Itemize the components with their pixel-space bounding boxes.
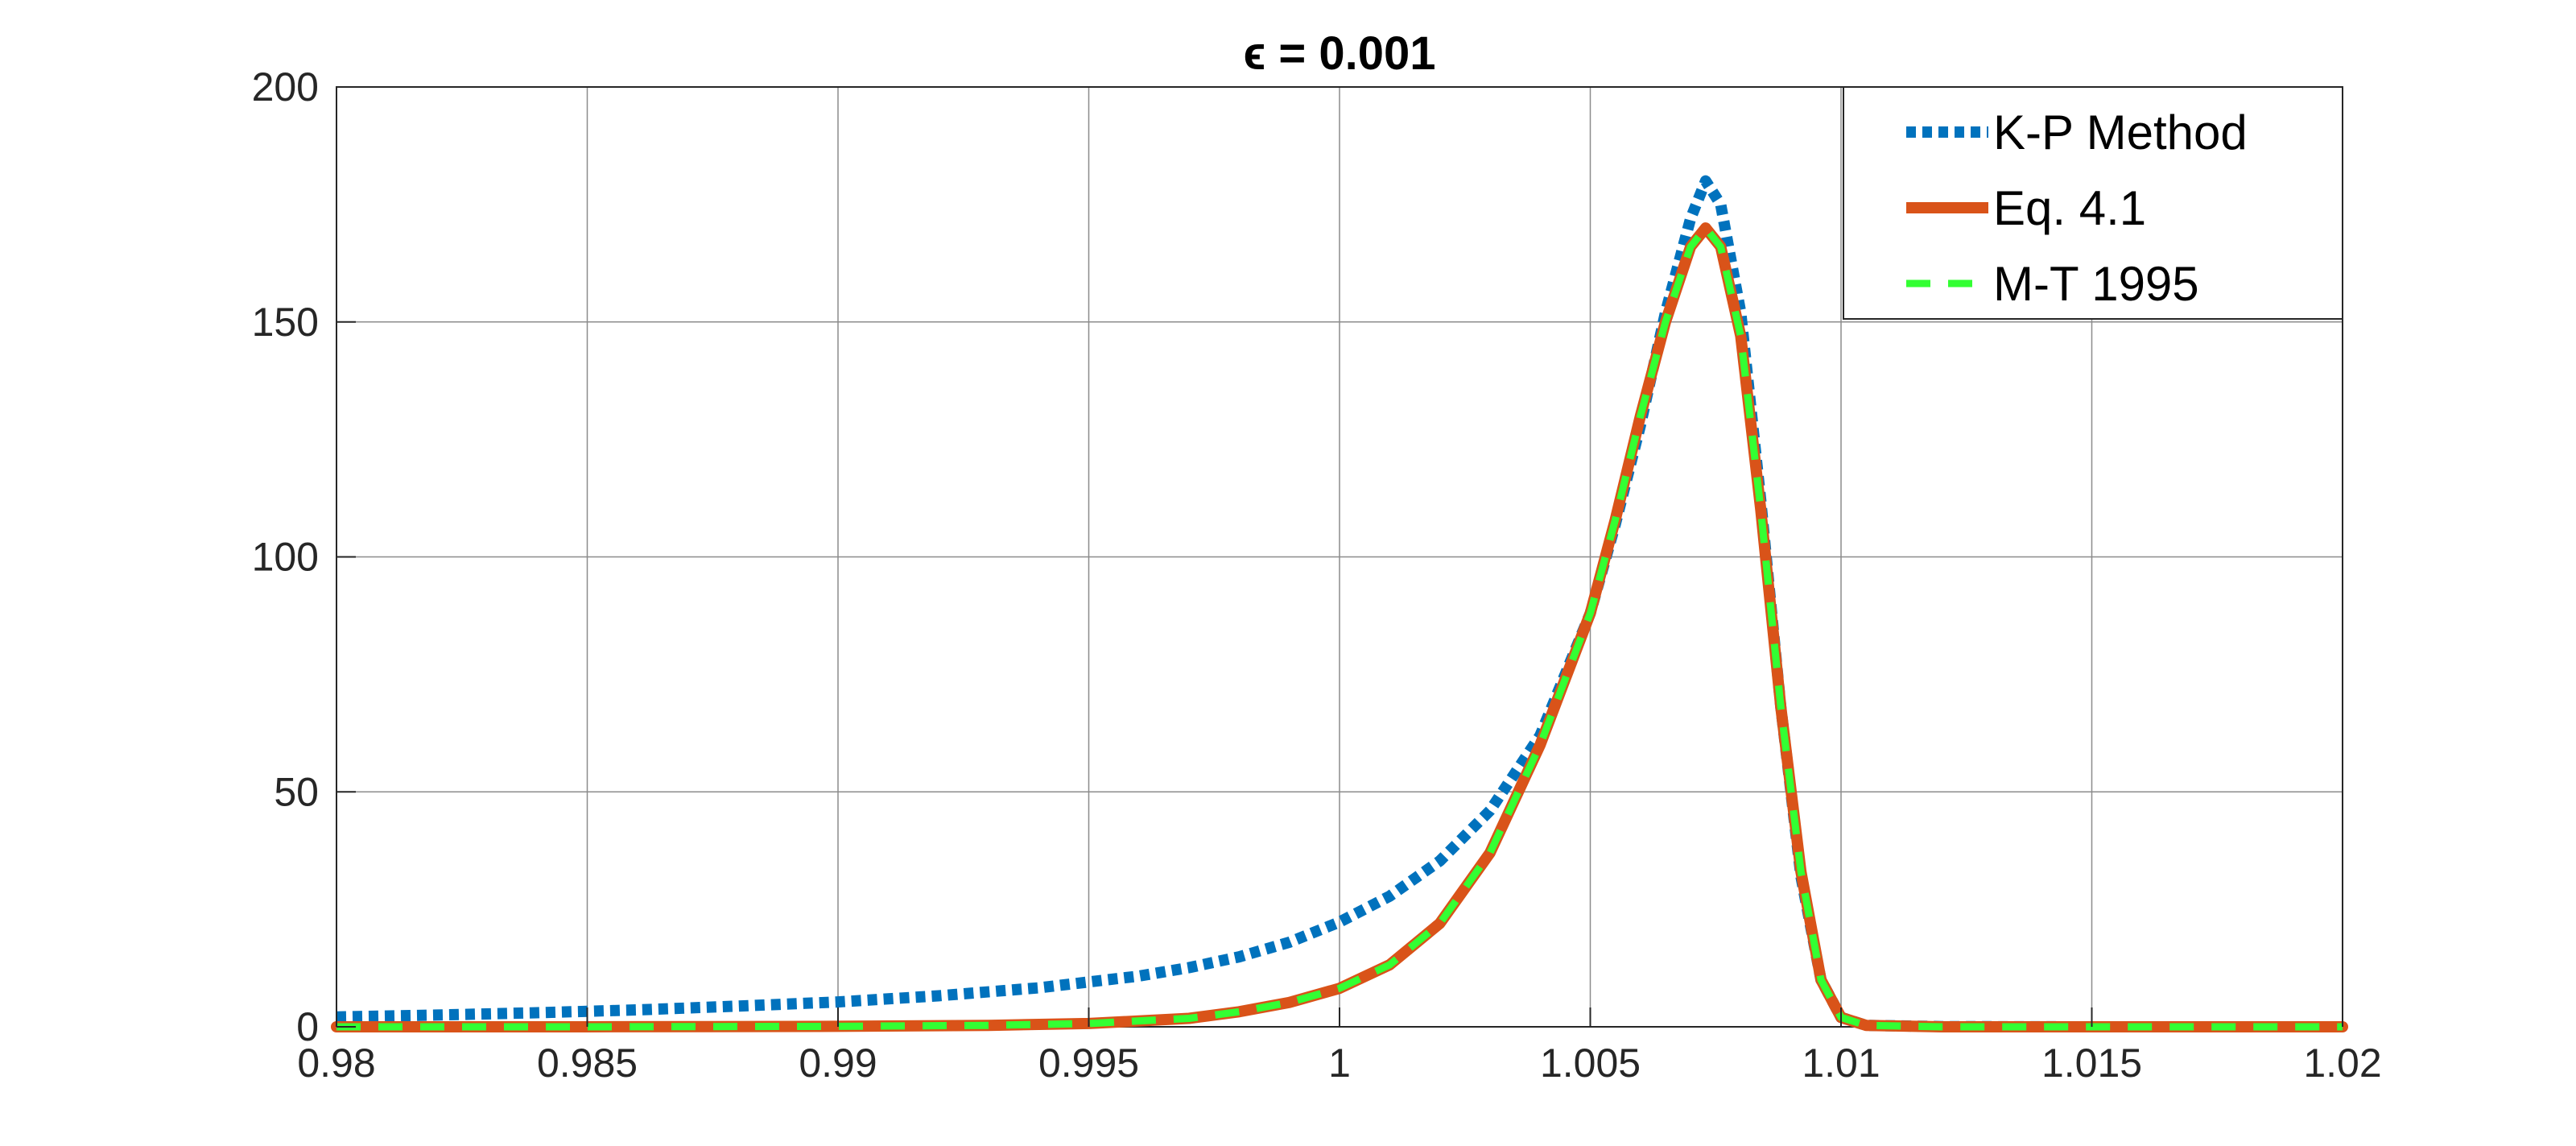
y-tick-label: 100 bbox=[252, 535, 319, 580]
x-tick-label: 0.99 bbox=[799, 1041, 877, 1086]
legend-label: K-P Method bbox=[1993, 105, 2248, 159]
x-tick-label: 1.01 bbox=[1802, 1041, 1880, 1086]
y-tick-label: 50 bbox=[274, 769, 319, 814]
series-line-m-t-1995 bbox=[336, 224, 2343, 1031]
x-tick-label: 1.015 bbox=[2041, 1041, 2142, 1086]
y-tick-label: 200 bbox=[252, 64, 319, 110]
x-tick-label: 1 bbox=[1328, 1041, 1351, 1086]
series-layer bbox=[331, 175, 2348, 1032]
chart-title: ϵ = 0.001 bbox=[1244, 27, 1436, 80]
legend-label: M-T 1995 bbox=[1993, 257, 2199, 311]
x-axis: 0.98 0.985 0.99 0.995 1 1.005 1.01 1.015 1.02 bbox=[297, 1007, 2382, 1086]
y-tick-label: 0 bbox=[296, 1004, 319, 1049]
y-tick-label: 150 bbox=[252, 300, 319, 345]
x-tick-label: 0.985 bbox=[537, 1041, 638, 1086]
legend: K-P Method Eq. 4.1 M-T 1995 bbox=[1843, 86, 2343, 320]
x-tick-label: 1.02 bbox=[2303, 1041, 2381, 1086]
legend-label: Eq. 4.1 bbox=[1993, 181, 2146, 235]
x-tick-label: 0.98 bbox=[297, 1041, 375, 1086]
x-tick-label: 1.005 bbox=[1540, 1041, 1641, 1086]
x-tick-label: 0.995 bbox=[1038, 1041, 1139, 1086]
y-axis: 0 50 100 150 200 bbox=[252, 64, 356, 1049]
